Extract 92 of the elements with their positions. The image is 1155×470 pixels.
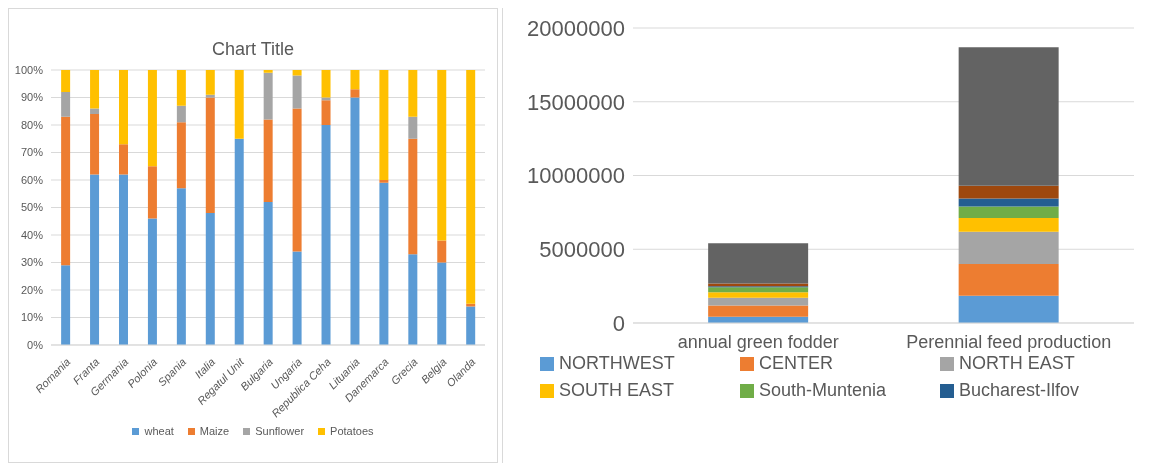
bar xyxy=(408,254,418,345)
bar xyxy=(176,105,186,123)
bar xyxy=(176,188,186,345)
bar xyxy=(90,70,100,109)
bar xyxy=(118,174,128,345)
bar xyxy=(958,47,1059,186)
bar xyxy=(61,116,71,266)
bar xyxy=(61,70,71,92)
y-tick-label: 60% xyxy=(20,173,44,186)
bar xyxy=(263,70,273,73)
y-tick-label: 70% xyxy=(20,146,44,159)
legend-label: NORTHWEST xyxy=(558,353,676,374)
bar xyxy=(958,185,1059,199)
bar xyxy=(176,122,186,189)
y-tick-label: 40% xyxy=(20,228,44,241)
y-tick-label: 15000000 xyxy=(527,89,625,115)
bar xyxy=(708,305,809,317)
bar xyxy=(408,138,418,255)
y-tick-label: 20% xyxy=(20,283,44,296)
bar xyxy=(263,202,273,345)
bar xyxy=(205,213,215,345)
bar xyxy=(118,144,128,175)
bar xyxy=(958,295,1059,323)
legend-label: CENTER xyxy=(758,353,834,374)
y-tick-label: 90% xyxy=(20,91,44,104)
bar xyxy=(708,287,809,293)
bar xyxy=(466,303,476,307)
chart-title: Chart Title xyxy=(211,39,295,60)
bar xyxy=(61,92,71,117)
bar xyxy=(437,240,447,263)
y-tick-label: 100% xyxy=(14,63,44,76)
bar xyxy=(437,262,447,345)
bar xyxy=(321,70,331,98)
bar xyxy=(708,292,809,298)
legend-label: South-Muntenia xyxy=(758,380,888,401)
y-tick-label: 10000000 xyxy=(527,163,625,189)
bar xyxy=(466,306,476,345)
bar xyxy=(147,218,157,345)
y-tick-label: 0 xyxy=(612,310,625,336)
y-tick-label: 50% xyxy=(20,201,44,214)
bar xyxy=(379,182,389,345)
bar xyxy=(408,70,418,117)
bar xyxy=(292,70,302,76)
bar xyxy=(147,70,157,167)
y-tick-label: 10% xyxy=(20,311,44,324)
legend-label: wheat xyxy=(143,425,174,437)
bar xyxy=(118,70,128,145)
bar xyxy=(90,174,100,345)
bar xyxy=(408,116,418,139)
bar xyxy=(321,125,331,345)
y-tick-label: 30% xyxy=(20,256,44,269)
bar xyxy=(708,243,809,284)
bar xyxy=(263,119,273,202)
bar xyxy=(292,75,302,109)
x-tick-label: annual green fodder xyxy=(677,331,839,352)
x-tick-label: Perennial feed production xyxy=(906,331,1112,352)
legend-label: Maize xyxy=(198,425,230,437)
y-tick-label: 0% xyxy=(27,338,44,351)
bar xyxy=(321,100,331,125)
bar xyxy=(466,70,476,304)
legend-label: NORTH EAST xyxy=(958,353,1076,374)
legend-label: Sunflower xyxy=(254,425,305,437)
bar xyxy=(205,97,215,213)
bar xyxy=(958,264,1059,296)
bar xyxy=(379,70,389,180)
bar xyxy=(263,72,273,120)
bar xyxy=(205,94,215,98)
bar xyxy=(350,70,360,90)
bar xyxy=(292,108,302,252)
bar xyxy=(292,251,302,345)
bar xyxy=(350,97,360,345)
legend-label: Potatoes xyxy=(329,425,374,437)
bar xyxy=(958,231,1059,264)
bar xyxy=(958,206,1059,218)
y-tick-label: 5000000 xyxy=(539,237,625,263)
bar xyxy=(234,138,244,345)
bar xyxy=(147,166,157,219)
legend-label: SOUTH EAST xyxy=(558,380,675,401)
y-tick-label: 80% xyxy=(20,118,44,131)
bar xyxy=(176,70,186,106)
legend-label: Bucharest-Ilfov xyxy=(958,380,1081,401)
bar xyxy=(708,297,809,306)
bar xyxy=(61,265,71,345)
bar xyxy=(437,70,447,241)
bar xyxy=(958,217,1059,232)
bar xyxy=(350,89,360,98)
bar xyxy=(205,70,215,95)
bar xyxy=(379,180,389,183)
bar xyxy=(234,70,244,139)
bar xyxy=(90,108,100,114)
y-tick-label: 20000000 xyxy=(527,15,625,41)
bar xyxy=(90,114,100,175)
